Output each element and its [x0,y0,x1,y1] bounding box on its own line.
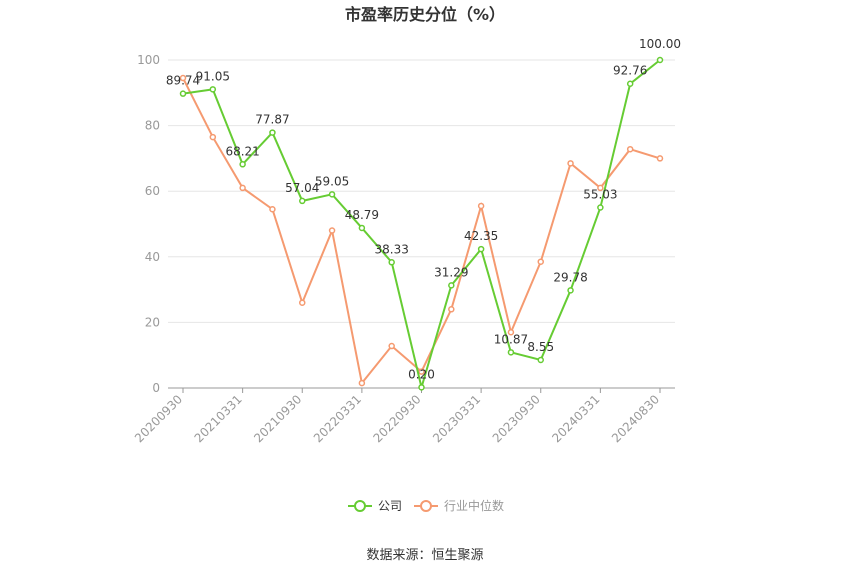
data-point-industry[interactable] [597,184,604,192]
data-point-industry[interactable] [269,205,276,213]
data-label: 77.87 [255,113,289,127]
series-company [179,56,664,392]
data-label: 0.20 [408,367,435,381]
data-label: 55.03 [583,188,617,202]
data-label: 59.05 [315,174,349,188]
data-point-company[interactable] [239,161,246,168]
data-point-company[interactable] [209,86,217,93]
y-tick-label: 60 [145,184,160,198]
data-point-company[interactable] [477,245,485,253]
y-tick-label: 0 [152,381,160,395]
y-tick-label: 100 [137,53,160,67]
x-tick-label: 20210930 [251,392,304,445]
data-point-company[interactable] [507,349,515,356]
data-point-company[interactable] [358,224,366,232]
data-label: 57.04 [285,181,319,195]
legend-label-company: 公司 [378,499,402,513]
x-tick-label: 20200930 [132,392,185,445]
x-tick-label: 20220331 [311,392,364,445]
data-point-industry[interactable] [626,145,634,153]
data-label: 10.87 [494,332,528,346]
x-axis: 20200930 20210331 20210930 20220331 20220930… [132,388,662,445]
data-point-industry[interactable] [209,133,217,141]
y-tick-label: 20 [145,315,160,329]
x-tick-label: 20210331 [192,392,245,445]
series-line-company [182,59,661,392]
legend[interactable]: 公司 行业中位数 [348,498,504,513]
x-tick-label: 20230331 [430,392,483,445]
series-industry [179,74,664,387]
data-label: 100.00 [639,37,681,51]
data-point-industry[interactable] [418,368,425,375]
data-label: 8.55 [527,340,554,354]
legend-label-industry: 行业中位数 [444,498,504,513]
data-point-company[interactable] [328,191,336,198]
x-tick-label: 20240331 [549,392,602,445]
grid-lines [168,59,675,323]
data-point-industry[interactable] [358,379,366,387]
data-point-industry[interactable] [328,227,336,234]
legend-marker-company [354,500,366,512]
data-point-industry[interactable] [537,258,544,265]
data-label: 48.79 [345,208,379,222]
data-point-company[interactable] [299,197,306,205]
data-label: 31.29 [434,265,468,279]
data-point-industry[interactable] [507,328,515,336]
data-point-company[interactable] [179,90,187,97]
data-point-company[interactable] [537,356,544,364]
data-point-company[interactable] [626,80,634,87]
data-label: 42.35 [464,229,498,243]
data-point-company[interactable] [448,282,455,289]
data-point-company[interactable] [656,56,664,64]
data-label: 89.74 [166,74,200,88]
data-point-company[interactable] [269,129,276,136]
data-label: 92.76 [613,64,647,78]
data-point-industry[interactable] [179,74,187,82]
x-tick-label: 20240830 [609,392,662,445]
data-label: 68.21 [225,144,259,158]
y-axis: 0 20 40 60 80 100 [137,53,160,395]
data-point-company[interactable] [567,287,574,294]
data-label: 38.33 [375,242,409,256]
data-point-industry[interactable] [567,160,574,167]
legend-item-industry[interactable]: 行业中位数 [414,498,504,513]
y-tick-label: 40 [145,250,160,264]
data-point-industry[interactable] [239,184,246,192]
data-point-company[interactable] [388,259,395,266]
data-label: 91.05 [196,69,230,83]
data-point-company[interactable] [597,204,604,211]
x-tick-label: 20220930 [371,392,424,445]
x-tick-label: 20230930 [490,392,543,445]
data-point-industry[interactable] [477,202,485,210]
data-source: 数据来源：恒生聚源 [366,548,483,563]
legend-item-company[interactable]: 公司 [348,499,402,513]
data-point-industry[interactable] [299,299,306,306]
legend-marker-industry [420,500,432,512]
chart-title: 市盈率历史分位（%） [345,5,505,24]
data-point-industry[interactable] [448,306,455,313]
data-point-industry[interactable] [656,155,664,162]
data-point-industry[interactable] [388,342,395,350]
data-point-company[interactable] [418,384,425,391]
y-tick-label: 80 [145,119,160,133]
data-label: 29.78 [553,270,587,284]
